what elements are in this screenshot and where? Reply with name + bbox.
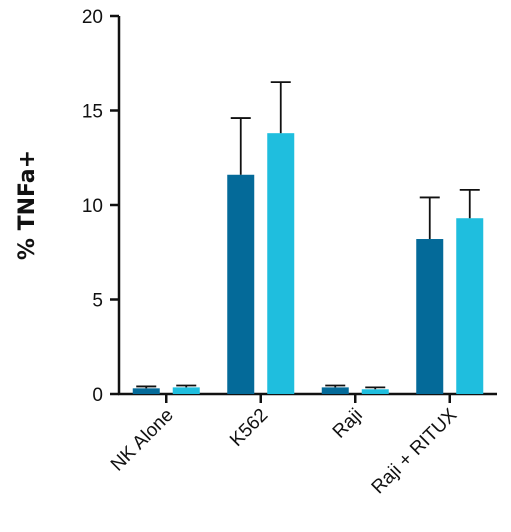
bar xyxy=(172,387,200,394)
bar xyxy=(456,218,484,394)
bar xyxy=(267,133,295,394)
bar xyxy=(132,388,160,394)
category-label: K562 xyxy=(226,405,272,451)
y-tick-label: 10 xyxy=(82,196,103,217)
bar xyxy=(321,387,349,394)
bar xyxy=(227,174,255,394)
x-ticks: NK Alone K562 Raji Raji + RITUX xyxy=(107,394,462,498)
bars xyxy=(132,133,484,394)
bar xyxy=(416,239,444,394)
y-tick-label: 0 xyxy=(92,385,103,406)
y-tick-label: 5 xyxy=(92,291,103,312)
category-label: NK Alone xyxy=(107,405,178,476)
bar xyxy=(361,389,389,394)
y-ticks: 0 5 10 15 20 xyxy=(82,7,119,406)
category-label: Raji xyxy=(329,405,367,443)
error-bars xyxy=(136,81,480,390)
y-tick-label: 20 xyxy=(82,7,103,28)
category-label: Raji + RITUX xyxy=(368,404,462,498)
y-axis-title: % TNFa+ xyxy=(15,150,40,260)
y-tick-label: 15 xyxy=(82,102,103,123)
